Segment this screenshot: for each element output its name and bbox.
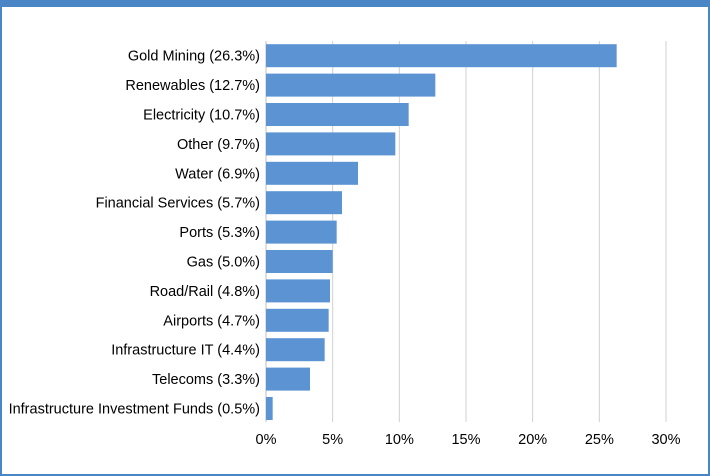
category-labels: Gold Mining (26.3%) Renewables (12.7%) Ele… (9, 49, 260, 418)
bar (266, 367, 310, 391)
bar (266, 279, 330, 303)
x-tick-label: 10% (385, 432, 414, 448)
bar (266, 161, 358, 185)
bar (266, 338, 325, 362)
bar (266, 132, 396, 156)
bars (266, 44, 617, 420)
category-label: Infrastructure Investment Funds (0.5%) (9, 402, 260, 418)
bar (266, 308, 329, 332)
x-tick-label: 20% (518, 432, 547, 448)
category-label: Gold Mining (26.3%) (128, 49, 260, 65)
bar (266, 191, 342, 215)
x-tick-label: 5% (322, 432, 343, 448)
category-label: Ports (5.3%) (179, 225, 260, 241)
x-tick-label: 15% (451, 432, 480, 448)
bar (266, 73, 436, 97)
category-label: Road/Rail (4.8%) (150, 284, 260, 300)
bar (266, 250, 333, 273)
chart-top-bar (0, 0, 710, 7)
x-tick-label: 30% (651, 432, 680, 448)
category-label: Other (9.7%) (177, 137, 260, 153)
category-label: Water (6.9%) (175, 166, 260, 182)
bar (266, 44, 617, 68)
bar (266, 103, 409, 126)
bar (266, 220, 337, 244)
category-label: Financial Services (5.7%) (96, 196, 260, 212)
x-tick-label: 25% (585, 432, 614, 448)
category-label: Telecoms (3.3%) (152, 372, 260, 388)
x-tick-label: 0% (256, 432, 277, 448)
category-label: Electricity (10.7%) (143, 108, 260, 124)
category-label: Gas (5.0%) (187, 255, 260, 271)
x-tick-labels: 0% 5% 10% 15% 20% 25% 30% (256, 432, 681, 448)
category-label: Airports (4.7%) (163, 313, 260, 329)
bar (266, 397, 273, 420)
category-label: Infrastructure IT (4.4%) (111, 343, 260, 359)
category-label: Renewables (12.7%) (125, 78, 260, 94)
